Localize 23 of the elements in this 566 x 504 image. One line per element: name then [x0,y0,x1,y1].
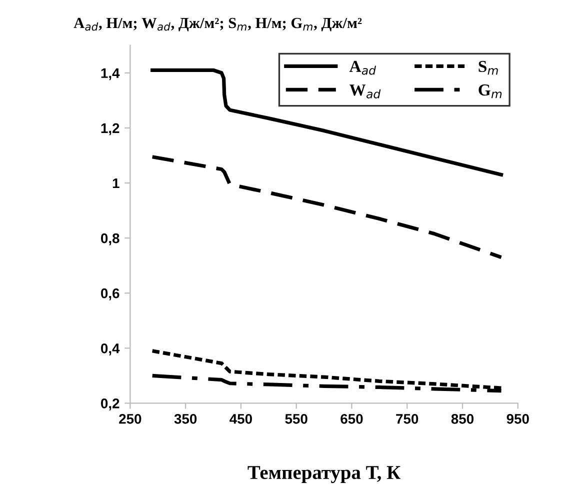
legend-label: S$_{m}$ [478,60,498,75]
x-tick-label: 950 [506,414,529,424]
x-tick-label: 350 [174,414,197,424]
x-tick-label: 750 [396,414,418,424]
text: A$_{ad}$, Н/м; W$_{ad}$, Дж/м²; S$_{m}$, Н/м; G$_{m}$, Дж/м² [74,18,362,32]
legend-label: W$_{ad}$ [349,84,381,98]
y-tick-label: 1,4 [101,68,120,80]
x-tick-label: 650 [340,414,363,424]
x-tick-label: 450 [230,414,252,424]
y-tick-label: 0,6 [101,288,120,300]
legend-label: G$_{m}$ [478,84,502,98]
y-tick-label: 0,4 [101,343,120,356]
y-tick-label: 1 [112,178,120,188]
x-tick-label: 250 [119,414,142,424]
y-tick-label: 1,2 [101,123,120,136]
y-tick-label: 0,2 [101,398,120,410]
y-tick-label: 0,8 [101,233,120,246]
line-series [150,349,504,390]
x-tick-label: 850 [451,414,474,424]
legend-label: A$_{ad}$ [349,60,376,75]
x-tick-label: 550 [285,414,308,424]
line-series [150,155,504,260]
x-axis-title: Температура Т, К [248,466,400,484]
